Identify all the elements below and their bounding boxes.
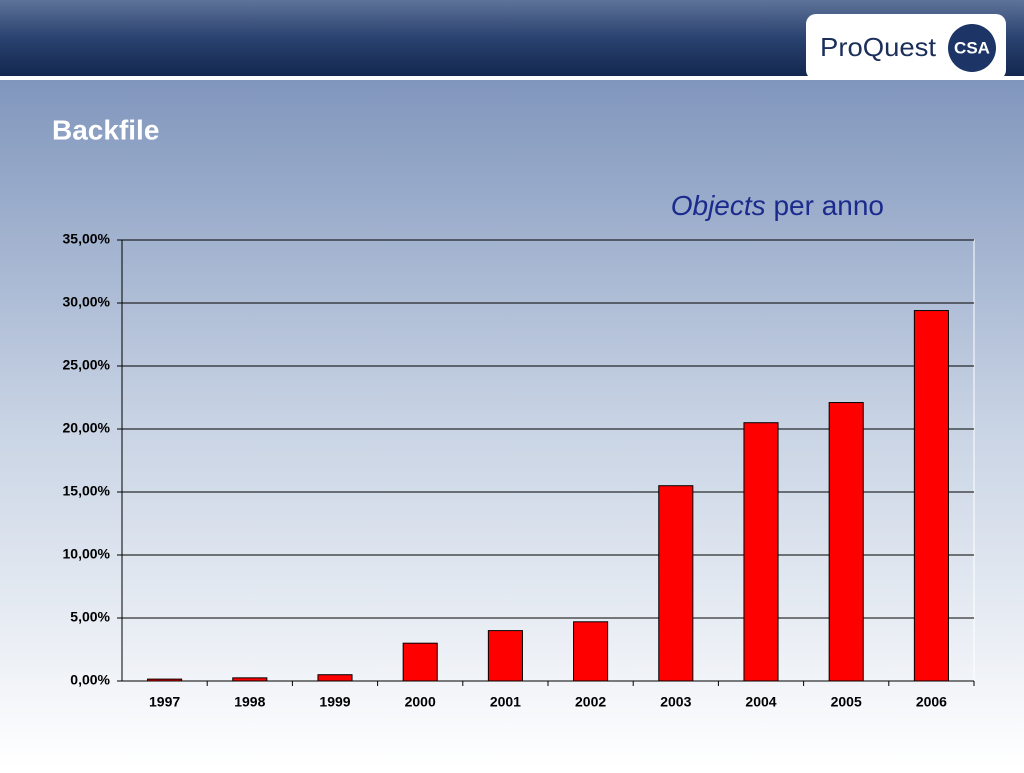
- slide-title: Backfile: [52, 114, 159, 145]
- y-tick-label: 35,00%: [63, 231, 111, 247]
- bar: [913, 310, 949, 682]
- chart-title-rest: per anno: [773, 190, 884, 221]
- x-tick-label: 1999: [319, 694, 350, 710]
- logo-badge: [948, 24, 996, 72]
- x-tick-label: 1998: [234, 694, 265, 710]
- y-tick-label: 15,00%: [63, 483, 111, 499]
- chart-title-italic: Objects: [671, 190, 766, 221]
- header-rule: [0, 76, 1024, 80]
- y-tick-label: 30,00%: [63, 294, 111, 310]
- x-tick-label: 2003: [660, 694, 691, 710]
- chart-title: Objects per anno: [671, 190, 884, 221]
- x-tick-label: 2001: [490, 694, 521, 710]
- bar: [402, 642, 438, 682]
- bar: [573, 621, 609, 682]
- logo-text: ProQuest: [820, 32, 937, 62]
- x-tick-label: 2005: [831, 694, 862, 710]
- x-tick-label: 2002: [575, 694, 606, 710]
- y-tick-label: 25,00%: [63, 357, 111, 373]
- bar: [487, 630, 523, 682]
- logo-badge-text: CSA: [954, 38, 990, 57]
- x-tick-label: 2004: [745, 694, 776, 710]
- y-tick-label: 10,00%: [63, 546, 111, 562]
- bar: [828, 402, 864, 682]
- y-tick-label: 0,00%: [70, 672, 110, 688]
- x-tick-label: 2006: [916, 694, 947, 710]
- bar: [317, 674, 353, 682]
- y-tick-label: 20,00%: [63, 420, 111, 436]
- y-tick-label: 5,00%: [70, 609, 110, 625]
- bar: [743, 422, 779, 682]
- bar: [658, 485, 694, 682]
- x-tick-label: 1997: [149, 694, 180, 710]
- x-tick-label: 2000: [405, 694, 436, 710]
